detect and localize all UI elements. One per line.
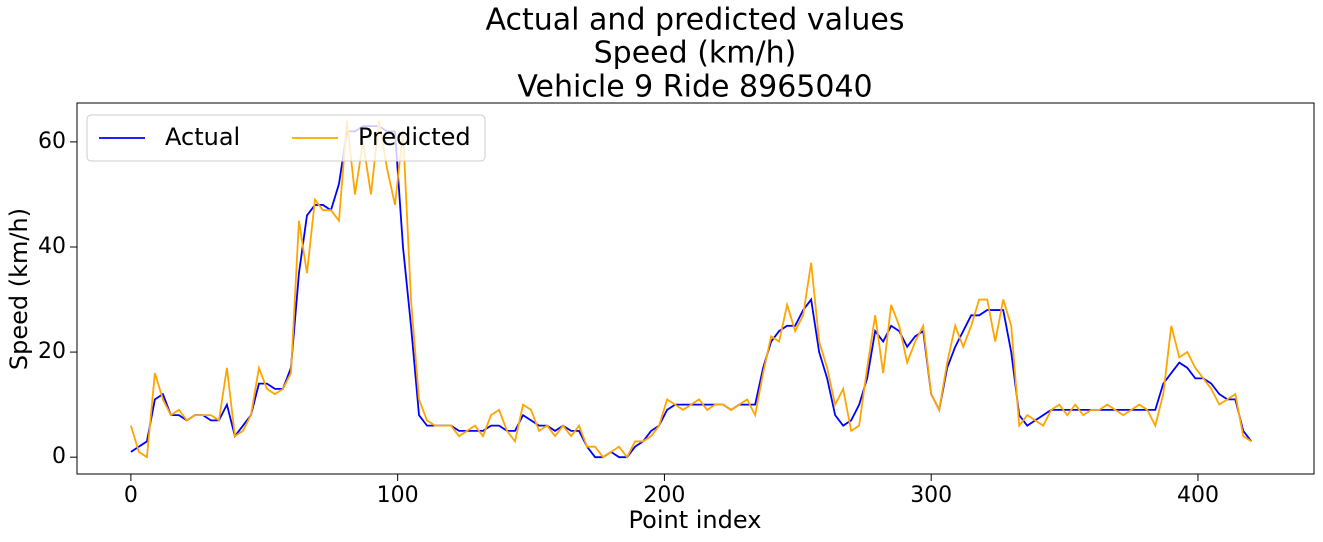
series-line: [130, 125, 1253, 459]
y-tick-label: 40: [38, 234, 66, 259]
series-line: [130, 120, 1252, 459]
y-tick-label: 0: [52, 444, 66, 469]
chart-title: Vehicle 9 Ride 8965040: [517, 70, 872, 105]
plot-frame: [76, 102, 1315, 475]
y-tick-label: 20: [38, 339, 66, 364]
x-tick-label: 200: [643, 483, 685, 508]
x-tick-label: 400: [1177, 483, 1219, 508]
legend-label: Predicted: [358, 123, 471, 151]
x-tick-label: 300: [910, 483, 952, 508]
chart-title: Actual and predicted values: [486, 3, 905, 38]
x-tick-label: 0: [124, 483, 138, 508]
y-tick-label: 60: [38, 129, 66, 154]
legend-box: [86, 114, 486, 162]
x-tick-label: 100: [377, 483, 419, 508]
legend-label: Actual: [165, 123, 240, 151]
y-axis-label: Speed (km/h): [5, 208, 33, 370]
x-axis-label: Point index: [629, 506, 762, 534]
chart-title: Speed (km/h): [594, 36, 797, 71]
